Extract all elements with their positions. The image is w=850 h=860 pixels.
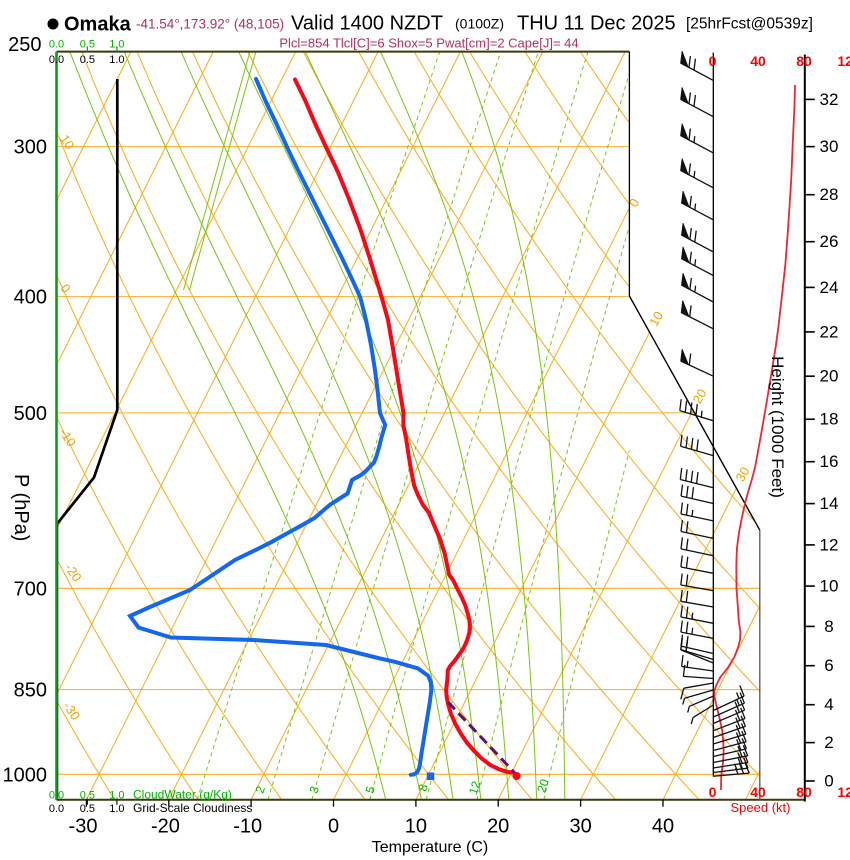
svg-text:Omaka: Omaka — [64, 14, 132, 36]
svg-text:0.0: 0.0 — [49, 39, 64, 51]
svg-text:10: 10 — [646, 309, 666, 329]
svg-text:80: 80 — [796, 53, 812, 69]
svg-text:CloudWater (g/Kg): CloudWater (g/Kg) — [133, 788, 232, 802]
svg-text:30: 30 — [569, 816, 591, 838]
svg-text:Plcl=854 Tlcl[C]=6 Shox=5 Pwat: Plcl=854 Tlcl[C]=6 Shox=5 Pwat[cm]=2 Cap… — [279, 36, 578, 51]
svg-text:1.0: 1.0 — [109, 39, 124, 51]
svg-text:22: 22 — [820, 322, 839, 341]
svg-text:30: 30 — [820, 137, 839, 156]
svg-text:1.0: 1.0 — [109, 54, 124, 66]
svg-text:120: 120 — [837, 53, 850, 69]
svg-text:30: 30 — [732, 464, 752, 484]
svg-text:40: 40 — [750, 53, 766, 69]
svg-text:10: 10 — [57, 132, 78, 152]
svg-text:12: 12 — [466, 779, 484, 796]
svg-text:0.0: 0.0 — [49, 790, 64, 802]
svg-text:-30: -30 — [69, 816, 98, 838]
svg-text:850: 850 — [14, 680, 47, 702]
svg-text:0.0: 0.0 — [49, 54, 64, 66]
svg-text:-20: -20 — [151, 816, 180, 838]
svg-text:0.5: 0.5 — [80, 54, 95, 66]
svg-text:Temperature (C): Temperature (C) — [372, 839, 488, 856]
svg-text:80: 80 — [796, 784, 812, 800]
svg-text:28: 28 — [820, 185, 839, 204]
svg-text:400: 400 — [14, 287, 47, 309]
svg-text:P (hPa): P (hPa) — [10, 474, 32, 541]
svg-text:14: 14 — [820, 494, 839, 513]
svg-text:0: 0 — [824, 772, 833, 791]
svg-text:0: 0 — [709, 53, 717, 69]
svg-text:16: 16 — [820, 452, 839, 471]
svg-text:120: 120 — [837, 784, 850, 800]
svg-text:20: 20 — [820, 367, 839, 386]
svg-text:6: 6 — [824, 656, 833, 675]
svg-text:24: 24 — [820, 278, 839, 297]
svg-text:0.5: 0.5 — [80, 803, 95, 815]
svg-text:-41.54°,173.92° (48,105): -41.54°,173.92° (48,105) — [136, 17, 284, 32]
svg-text:3: 3 — [307, 784, 322, 795]
svg-text:0: 0 — [709, 784, 717, 800]
svg-text:1.0: 1.0 — [109, 803, 124, 815]
svg-text:(0100Z): (0100Z) — [455, 16, 504, 32]
svg-text:2: 2 — [824, 733, 833, 752]
svg-text:10: 10 — [405, 816, 427, 838]
svg-text:10: 10 — [820, 577, 839, 596]
svg-text:1000: 1000 — [3, 764, 48, 786]
svg-text:26: 26 — [820, 232, 839, 251]
svg-text:20: 20 — [534, 777, 552, 794]
svg-text:20: 20 — [487, 816, 509, 838]
svg-text:700: 700 — [14, 578, 47, 600]
svg-text:Speed (kt): Speed (kt) — [731, 800, 791, 815]
svg-text:Valid 1400 NZDT: Valid 1400 NZDT — [291, 13, 443, 35]
svg-text:[25hrFcst@0539z]: [25hrFcst@0539z] — [686, 16, 813, 33]
svg-text:THU 11 Dec 2025: THU 11 Dec 2025 — [517, 13, 676, 35]
svg-text:2: 2 — [253, 784, 268, 795]
svg-text:8: 8 — [824, 617, 833, 636]
svg-text:12: 12 — [820, 535, 839, 554]
svg-text:500: 500 — [14, 403, 47, 425]
svg-text:0.5: 0.5 — [80, 39, 95, 51]
svg-text:32: 32 — [820, 90, 839, 109]
svg-text:300: 300 — [14, 137, 47, 159]
svg-text:-10: -10 — [233, 816, 262, 838]
svg-text:8: 8 — [416, 782, 431, 793]
svg-text:1.0: 1.0 — [109, 790, 124, 802]
svg-text:Height (1000 Feet): Height (1000 Feet) — [768, 356, 787, 498]
svg-text:0.5: 0.5 — [80, 790, 95, 802]
svg-text:4: 4 — [824, 695, 833, 714]
svg-text:Grid-Scale Cloudiness: Grid-Scale Cloudiness — [133, 801, 252, 815]
svg-text:40: 40 — [652, 816, 674, 838]
svg-text:40: 40 — [750, 784, 766, 800]
svg-text:250: 250 — [8, 34, 41, 56]
svg-text:18: 18 — [820, 410, 839, 429]
svg-text:20: 20 — [689, 386, 709, 406]
svg-text:0.0: 0.0 — [49, 803, 64, 815]
svg-text:0: 0 — [328, 816, 339, 838]
svg-text:5: 5 — [363, 784, 378, 795]
